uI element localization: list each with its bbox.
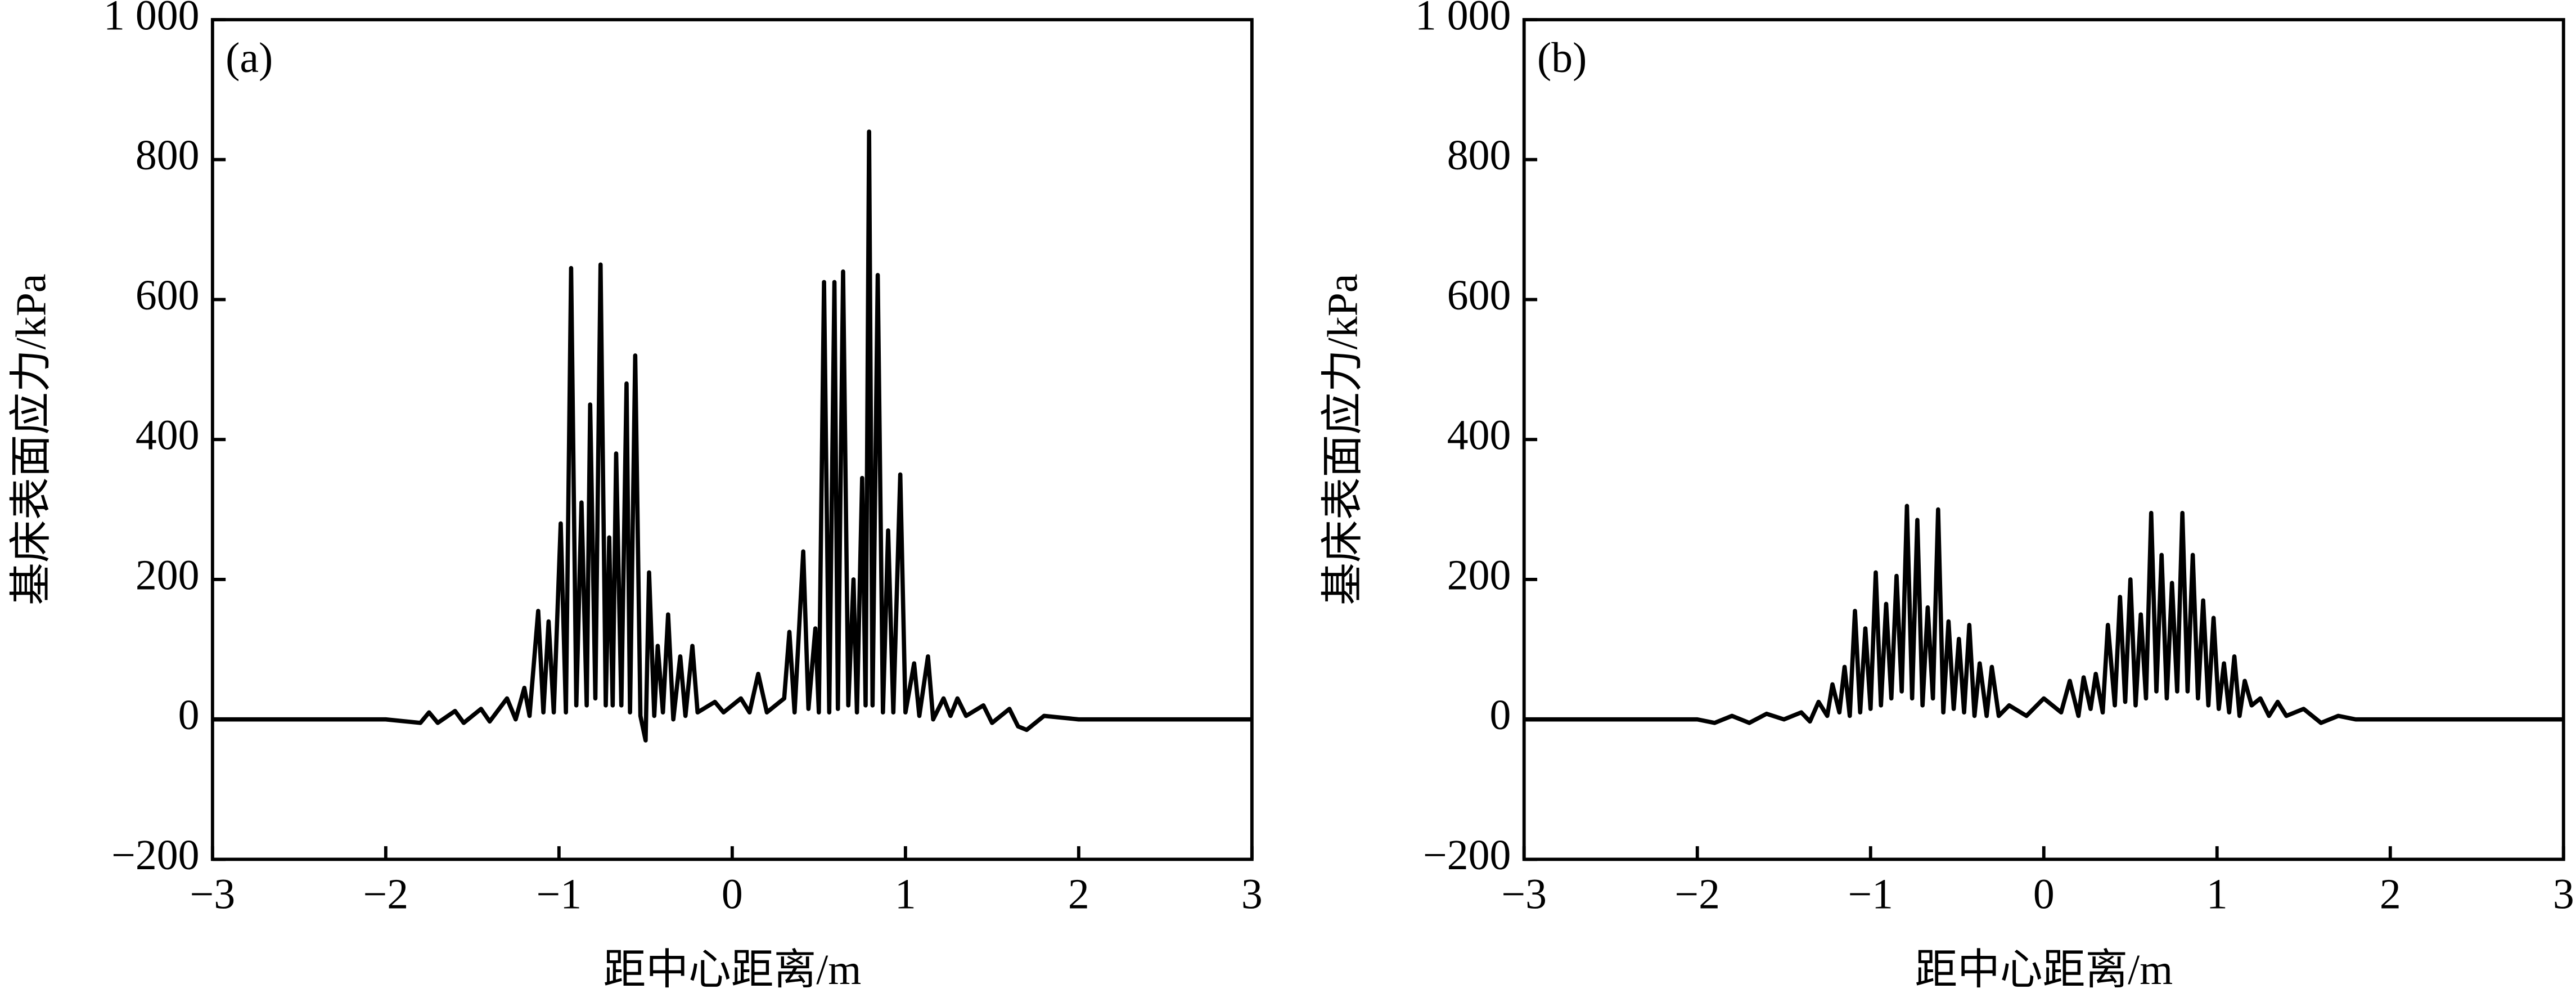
y-tick-label: 600 — [136, 272, 200, 319]
data-line — [1524, 504, 2564, 725]
x-tick-label: 1 — [2206, 871, 2228, 918]
y-tick-label: 800 — [136, 132, 200, 179]
x-tick-label: 1 — [895, 871, 916, 918]
y-tick-label: 1 000 — [103, 0, 199, 39]
x-tick-label: 2 — [1068, 871, 1089, 918]
x-tick-label: −3 — [1501, 871, 1547, 918]
y-tick-label: 1 000 — [1415, 0, 1511, 39]
data-line — [212, 129, 1252, 743]
y-tick-label: 200 — [1447, 551, 1511, 599]
y-tick-label: −200 — [1423, 832, 1511, 879]
x-tick-label: −2 — [1674, 871, 1720, 918]
x-tick-label: −3 — [190, 871, 236, 918]
x-axis-label: 距中心距离/m — [603, 946, 861, 994]
y-tick-label: 400 — [1447, 412, 1511, 459]
x-tick-label: 3 — [2553, 871, 2574, 918]
y-tick-label: −200 — [111, 832, 199, 879]
plot-frame — [1522, 18, 2565, 861]
x-tick-label: 2 — [2380, 871, 2401, 918]
panel-label: (b) — [1537, 34, 1587, 82]
panel-label: (a) — [226, 34, 273, 82]
x-tick-label: −1 — [537, 871, 582, 918]
y-tick-label: 0 — [178, 691, 200, 739]
x-tick-label: −2 — [363, 871, 409, 918]
y-tick-label: 0 — [1490, 691, 1511, 739]
x-tick-label: 3 — [1241, 871, 1263, 918]
y-axis-label: 基床表面应力/kPa — [7, 274, 55, 605]
y-tick-label: 800 — [1447, 132, 1511, 179]
x-tick-label: 0 — [722, 871, 743, 918]
plot-frame — [210, 18, 1254, 861]
y-tick-label: 400 — [136, 412, 200, 459]
x-tick-label: 0 — [2033, 871, 2055, 918]
x-tick-label: −1 — [1848, 871, 1893, 918]
y-tick-label: 200 — [136, 551, 200, 599]
y-tick-label: 600 — [1447, 272, 1511, 319]
x-axis-label: 距中心距离/m — [1915, 946, 2173, 994]
y-axis-label: 基床表面应力/kPa — [1319, 274, 1366, 605]
